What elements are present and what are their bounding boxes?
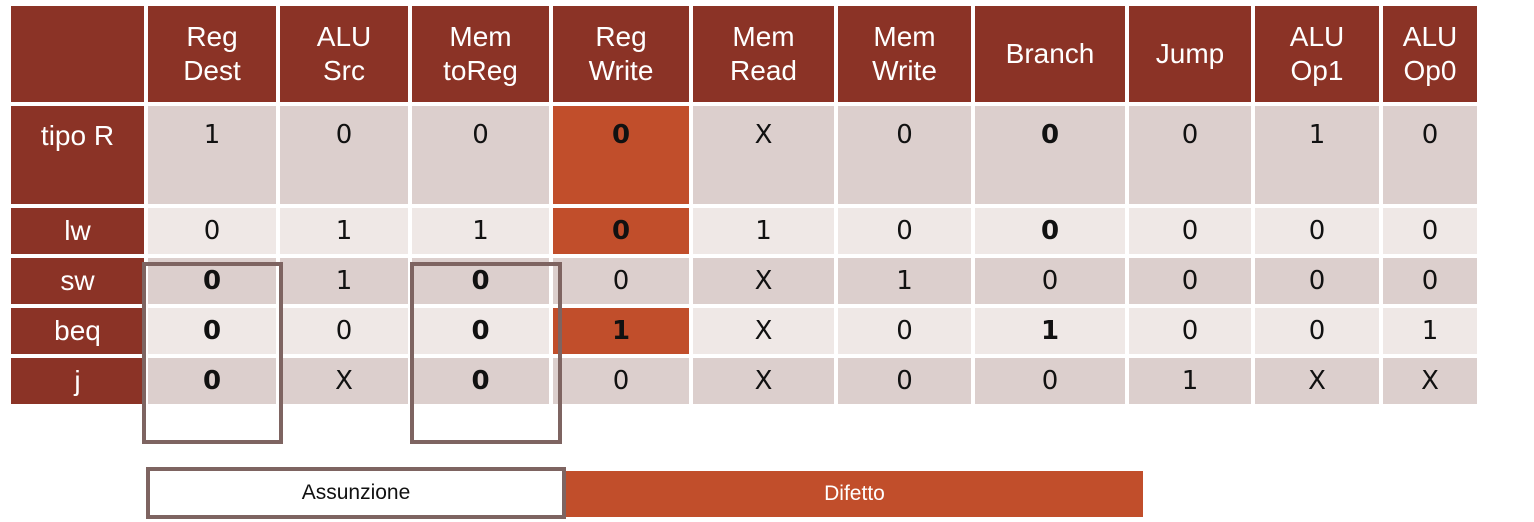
- table-cell: 0: [412, 308, 549, 354]
- col-header-memwrite: Mem Write: [838, 6, 971, 102]
- table-cell: 0: [975, 208, 1125, 254]
- table-cell: 1: [412, 208, 549, 254]
- col-header-regwrite: Reg Write: [553, 6, 689, 102]
- row-label: sw: [11, 258, 144, 304]
- table-cell: 0: [975, 106, 1125, 204]
- table-cell: 1: [148, 106, 276, 204]
- table-cell-difetto: 0: [553, 208, 689, 254]
- table-cell: X: [280, 358, 408, 404]
- table-cell: 0: [1129, 106, 1251, 204]
- legend-difetto: Difetto: [566, 471, 1143, 517]
- col-header-branch: Branch: [975, 6, 1125, 102]
- table-cell: 0: [148, 358, 276, 404]
- table-cell: 0: [838, 308, 971, 354]
- col-header-aluop1: ALU Op1: [1255, 6, 1379, 102]
- col-header-aluop0: ALU Op0: [1383, 6, 1477, 102]
- table-row: beq 0 0 0 1 X 0 1 0 0 1: [11, 308, 1477, 354]
- assumption-box-memtoreg: [410, 262, 562, 444]
- table-row: lw 0 1 1 0 1 0 0 0 0 0: [11, 208, 1477, 254]
- table-cell: 1: [280, 258, 408, 304]
- table-cell-difetto: 0: [553, 106, 689, 204]
- table-cell: 0: [412, 358, 549, 404]
- table-cell: 1: [280, 208, 408, 254]
- table-cell: 1: [693, 208, 834, 254]
- corner-cell: [11, 6, 144, 102]
- table-cell: 1: [1383, 308, 1477, 354]
- col-header-regdest: Reg Dest: [148, 6, 276, 102]
- table-cell: 0: [280, 308, 408, 354]
- table-cell: 0: [280, 106, 408, 204]
- col-header-jump: Jump: [1129, 6, 1251, 102]
- table-row: tipo R 1 0 0 0 X 0 0 0 1 0: [11, 106, 1477, 204]
- table-cell: 0: [1383, 106, 1477, 204]
- row-label: lw: [11, 208, 144, 254]
- col-header-alusrc: ALU Src: [280, 6, 408, 102]
- col-header-memtoreg: Mem toReg: [412, 6, 549, 102]
- table-row: j 0 X 0 0 X 0 0 1 X X: [11, 358, 1477, 404]
- table-cell: 0: [1255, 308, 1379, 354]
- table-cell: 0: [1383, 208, 1477, 254]
- table-cell: 0: [148, 308, 276, 354]
- row-label: j: [11, 358, 144, 404]
- table-cell: 0: [148, 208, 276, 254]
- table-cell: 0: [838, 358, 971, 404]
- table-cell-difetto: 1: [553, 308, 689, 354]
- legend-difetto-label: Difetto: [824, 482, 885, 505]
- table-cell: X: [1255, 358, 1379, 404]
- table-cell: 1: [1255, 106, 1379, 204]
- table-cell: 0: [553, 358, 689, 404]
- table-cell: 0: [838, 208, 971, 254]
- control-signals-table: Reg Dest ALU Src Mem toReg Reg Write Mem Read…: [7, 2, 1481, 408]
- table-cell: 0: [975, 358, 1125, 404]
- table-cell: 0: [1129, 308, 1251, 354]
- table-cell: 0: [1255, 258, 1379, 304]
- table-cell: X: [693, 258, 834, 304]
- table-row: sw 0 1 0 0 X 1 0 0 0 0: [11, 258, 1477, 304]
- header-row: Reg Dest ALU Src Mem toReg Reg Write Mem Read…: [11, 6, 1477, 102]
- table-cell: 0: [412, 106, 549, 204]
- col-header-memread: Mem Read: [693, 6, 834, 102]
- table-cell: X: [1383, 358, 1477, 404]
- table-cell: X: [693, 106, 834, 204]
- table-cell: 0: [1255, 208, 1379, 254]
- table-cell: X: [693, 308, 834, 354]
- table-cell: 0: [1383, 258, 1477, 304]
- row-label: beq: [11, 308, 144, 354]
- table-cell: 0: [838, 106, 971, 204]
- table-cell: 1: [838, 258, 971, 304]
- table-cell: X: [693, 358, 834, 404]
- table-cell: 1: [1129, 358, 1251, 404]
- assumption-box-regdest: [142, 262, 283, 444]
- legend-assunzione: Assunzione: [146, 467, 566, 519]
- table-cell: 0: [975, 258, 1125, 304]
- table-cell: 1: [975, 308, 1125, 354]
- table-cell: 0: [1129, 258, 1251, 304]
- table-cell: 0: [1129, 208, 1251, 254]
- legend-assunzione-label: Assunzione: [301, 481, 411, 504]
- row-label: tipo R: [11, 106, 144, 204]
- table-cell: 0: [553, 258, 689, 304]
